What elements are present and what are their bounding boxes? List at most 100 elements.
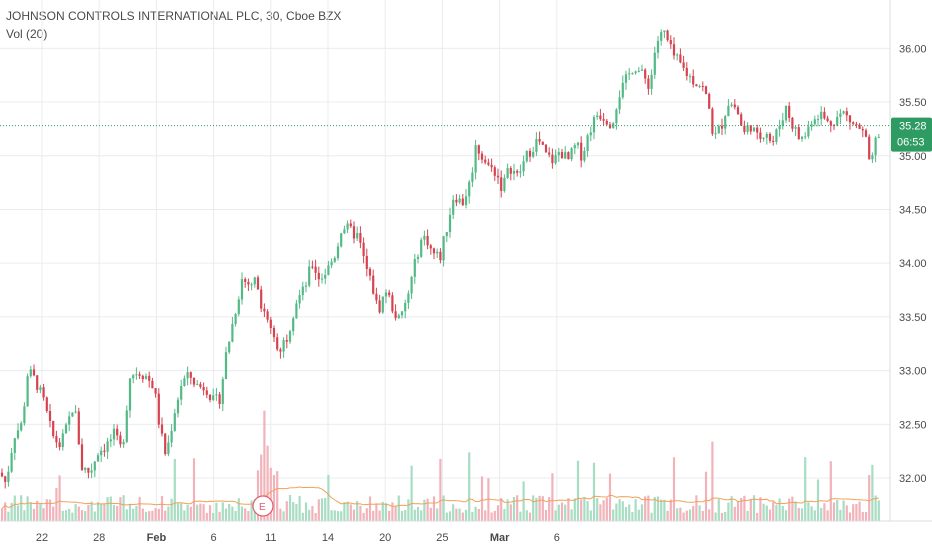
volume-bar — [877, 500, 880, 521]
volume-bar — [592, 462, 596, 521]
volume-bar — [244, 508, 247, 521]
candle-body — [688, 76, 692, 78]
candle-body — [224, 352, 228, 380]
candle-body — [394, 311, 397, 318]
time-tick-label: 28 — [93, 532, 105, 544]
candle-body — [839, 113, 842, 118]
volume-bar — [765, 505, 768, 521]
candle-body — [852, 122, 855, 124]
candle-body — [516, 170, 519, 173]
volume-bar — [77, 506, 80, 521]
volume-bar — [208, 505, 212, 521]
volume-bar — [436, 508, 439, 521]
candle-body — [247, 281, 250, 285]
candle-body — [352, 226, 356, 239]
candle-body — [336, 246, 340, 259]
volume-bar — [858, 501, 861, 521]
candle-body — [746, 125, 749, 132]
candle-body — [701, 86, 704, 88]
volume-bar — [333, 510, 336, 521]
candle-body — [848, 115, 852, 123]
price-axis[interactable]: 32.00 32.50 33.00 33.50 34.00 34.50 35.00 35.50… — [899, 43, 927, 485]
volume-bar — [237, 498, 240, 521]
candle-body — [637, 70, 640, 72]
candle-body — [10, 452, 13, 472]
volume-bar — [42, 508, 45, 521]
candle-body — [413, 258, 416, 277]
volume-bar — [231, 506, 234, 521]
candle-body — [772, 140, 775, 142]
earnings-event-marker[interactable]: E — [252, 495, 274, 517]
volume-bar — [359, 505, 362, 521]
volume-bar — [541, 496, 544, 521]
volume-bar — [692, 506, 695, 521]
volume-bar — [538, 495, 541, 521]
volume-bar — [679, 507, 682, 521]
volume-bar — [138, 496, 141, 521]
candle-body — [388, 292, 391, 296]
volume-bar — [493, 510, 496, 521]
candle-body — [845, 111, 848, 116]
candle-body — [874, 137, 877, 156]
volume-bar — [864, 511, 868, 521]
candle-body — [106, 441, 109, 452]
time-axis[interactable]: 22 28 Feb 6 11 14 20 25 Mar 6 — [36, 532, 560, 544]
candle-body — [743, 125, 746, 132]
candle-body — [484, 159, 487, 163]
candle-body — [468, 181, 471, 197]
candle-body — [324, 274, 327, 279]
candle-body — [496, 175, 500, 178]
candle-body — [842, 111, 845, 114]
candle-body — [503, 177, 506, 191]
volume-bar — [109, 496, 112, 521]
candle-body — [368, 268, 372, 276]
volume-bar — [144, 511, 148, 521]
candle-body — [349, 223, 352, 227]
candle-body — [653, 52, 656, 75]
candle-body — [455, 199, 458, 203]
volume-bar — [55, 487, 58, 521]
earnings-event-circle — [252, 495, 274, 517]
volume-bar — [52, 506, 55, 521]
volume-bar — [180, 503, 183, 521]
candle-body — [340, 233, 343, 247]
volume-bar — [125, 509, 128, 521]
candle-body — [400, 311, 404, 316]
candle-body — [132, 375, 135, 379]
volume-bar — [602, 500, 605, 521]
volume-bar — [269, 467, 272, 521]
candle-body — [644, 69, 647, 79]
candle-body — [330, 261, 333, 266]
volume-bar — [420, 510, 423, 521]
volume-bar — [196, 504, 199, 521]
candle-body — [445, 232, 448, 237]
volume-bar — [669, 499, 672, 521]
volume-bar — [205, 512, 208, 521]
volume-bar — [519, 511, 522, 521]
candle-body — [55, 435, 58, 443]
candle-body — [288, 331, 292, 342]
candle-body — [794, 127, 797, 129]
time-tick-label: 14 — [322, 532, 334, 544]
volume-bar — [279, 508, 282, 521]
candle-body — [788, 105, 791, 118]
volume-moving-average-line — [1, 486, 879, 509]
candle-body — [333, 258, 336, 262]
volume-bar — [317, 499, 320, 521]
volume-bar — [36, 500, 39, 521]
candle-body — [573, 145, 576, 149]
price-tick-label: 36.00 — [899, 43, 927, 55]
volume-bar — [778, 498, 781, 521]
volume-bar — [381, 501, 384, 521]
candle-body — [500, 177, 503, 191]
candle-body — [692, 76, 695, 85]
candle-body — [647, 78, 650, 89]
volume-bar — [164, 510, 167, 521]
volume-bar — [810, 506, 813, 521]
candle-body — [583, 151, 586, 161]
volume-bar — [429, 507, 432, 521]
volume-bar — [484, 510, 487, 521]
candle-body — [580, 142, 583, 161]
volume-bar — [48, 499, 52, 521]
